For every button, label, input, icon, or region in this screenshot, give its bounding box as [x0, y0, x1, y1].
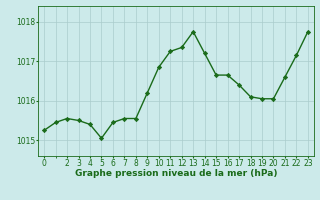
X-axis label: Graphe pression niveau de la mer (hPa): Graphe pression niveau de la mer (hPa) [75, 169, 277, 178]
